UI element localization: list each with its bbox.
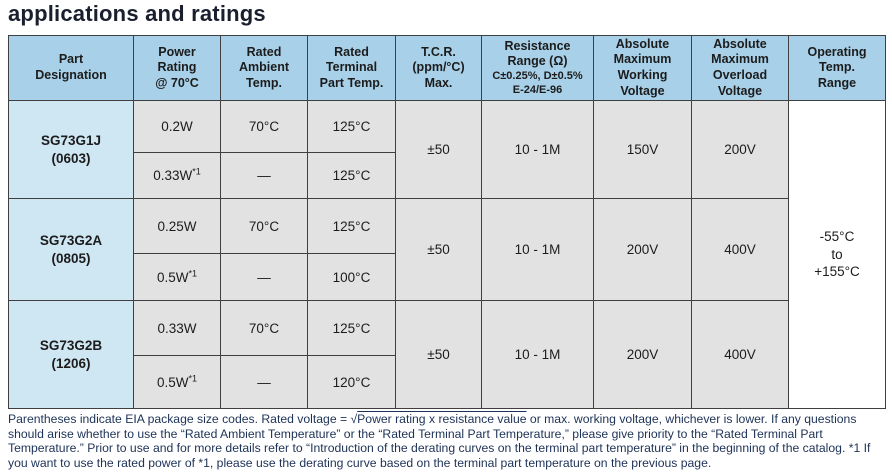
- cell-power-rating: 0.25W: [133, 198, 221, 254]
- cell-ambient-temp: 70°C: [220, 100, 308, 153]
- power-value: 0.5W: [156, 374, 189, 390]
- table-row: 0.5W*1 — 120°C: [9, 355, 886, 409]
- part-name: SG73G2B: [39, 337, 103, 353]
- header-abs-max-overload-voltage: Absolute Maximum Overload Voltage: [691, 35, 789, 101]
- part-cell-sg73g2a: SG73G2A (0805): [8, 198, 134, 301]
- header-operating-temp-range: Operating Temp. Range: [788, 35, 886, 101]
- cell-tcr: ±50: [395, 198, 482, 301]
- cell-ambient-temp: —: [220, 253, 308, 301]
- header-row: Part Designation Power Rating @ 70°C Rat…: [8, 35, 886, 101]
- cell-power-rating: 0.2W: [133, 100, 221, 153]
- cell-terminal-temp: 125°C: [307, 100, 396, 153]
- footnote-sqrt-expression: Power rating x resistance value: [357, 412, 527, 426]
- power-note: *1: [188, 268, 198, 278]
- cell-operating-temp-range: -55°C to +155°C: [788, 100, 886, 409]
- cell-ambient-temp: —: [220, 355, 308, 409]
- table-row: SG73G2B (1206) 0.33W 70°C 125°C ±50 10 - …: [8, 300, 886, 409]
- cell-terminal-temp: 125°C: [307, 300, 396, 356]
- cell-power-rating: 0.5W*1: [133, 253, 221, 301]
- header-tcr: T.C.R. (ppm/°C) Max.: [395, 35, 482, 101]
- power-value: 0.5W: [156, 269, 189, 285]
- power-note: *1: [188, 373, 198, 383]
- part-name: SG73G1J: [40, 132, 102, 148]
- cell-tcr: ±50: [395, 100, 482, 199]
- header-rated-ambient-temp: Rated Ambient Temp.: [220, 35, 308, 101]
- table-row: 0.33W*1 — 125°C: [9, 152, 886, 199]
- part-name: SG73G2A: [39, 232, 103, 248]
- cell-power-rating: 0.33W: [133, 300, 221, 356]
- header-abs-max-working-voltage: Absolute Maximum Working Voltage: [593, 35, 692, 101]
- cell-resistance-range: 10 - 1M: [481, 100, 594, 199]
- part-cell-sg73g2b: SG73G2B (1206): [8, 300, 134, 409]
- cell-overload-voltage: 400V: [691, 300, 789, 409]
- cell-terminal-temp: 120°C: [307, 355, 396, 409]
- cell-working-voltage: 200V: [593, 198, 692, 301]
- header-rated-terminal-part-temp: Rated Terminal Part Temp.: [307, 35, 396, 101]
- footnote-before-sqrt: Parentheses indicate EIA package size co…: [8, 412, 358, 426]
- cell-power-rating: 0.33W*1: [133, 152, 221, 199]
- cell-ambient-temp: 70°C: [220, 198, 308, 254]
- cell-power-rating: 0.5W*1: [133, 355, 221, 409]
- cell-ambient-temp: —: [220, 152, 308, 199]
- table-row: SG73G2A (0805) 0.25W 70°C 125°C ±50 10 - …: [8, 198, 886, 301]
- header-part-designation: Part Designation: [8, 35, 134, 101]
- table-row: SG73G1J (0603) 0.2W 70°C 125°C ±50 10 - 1…: [8, 100, 886, 409]
- header-power-rating: Power Rating @ 70°C: [133, 35, 221, 101]
- footnote-text: Parentheses indicate EIA package size co…: [8, 412, 888, 470]
- footnote-after-sqrt: or max. working voltage, whichever is lo…: [8, 412, 871, 470]
- table-row: 0.5W*1 — 100°C: [9, 253, 886, 301]
- part-cell-sg73g1j: SG73G1J (0603): [8, 100, 134, 199]
- part-code: (0805): [51, 250, 91, 266]
- part-code: (0603): [51, 150, 91, 166]
- header-resistance-range: Resistance Range (Ω) C±0.25%, D±0.5% E-24…: [481, 35, 594, 101]
- page-title: applications and ratings: [8, 1, 266, 26]
- ratings-table: Part Designation Power Rating @ 70°C Rat…: [8, 35, 886, 409]
- cell-working-voltage: 200V: [593, 300, 692, 409]
- header-resistance-range-main: Resistance Range (Ω): [504, 38, 571, 69]
- cell-terminal-temp: 125°C: [307, 152, 396, 199]
- cell-terminal-temp: 100°C: [307, 253, 396, 301]
- cell-resistance-range: 10 - 1M: [481, 198, 594, 301]
- cell-ambient-temp: 70°C: [220, 300, 308, 356]
- cell-tcr: ±50: [395, 300, 482, 409]
- cell-resistance-range: 10 - 1M: [481, 300, 594, 409]
- part-code: (1206): [51, 355, 91, 371]
- power-value: 0.33W: [153, 168, 193, 183]
- cell-terminal-temp: 125°C: [307, 198, 396, 254]
- header-resistance-range-sub: C±0.25%, D±0.5% E-24/E-96: [492, 69, 583, 96]
- cell-overload-voltage: 200V: [691, 100, 789, 199]
- power-note: *1: [192, 166, 201, 177]
- cell-overload-voltage: 400V: [691, 198, 789, 301]
- cell-working-voltage: 150V: [593, 100, 692, 199]
